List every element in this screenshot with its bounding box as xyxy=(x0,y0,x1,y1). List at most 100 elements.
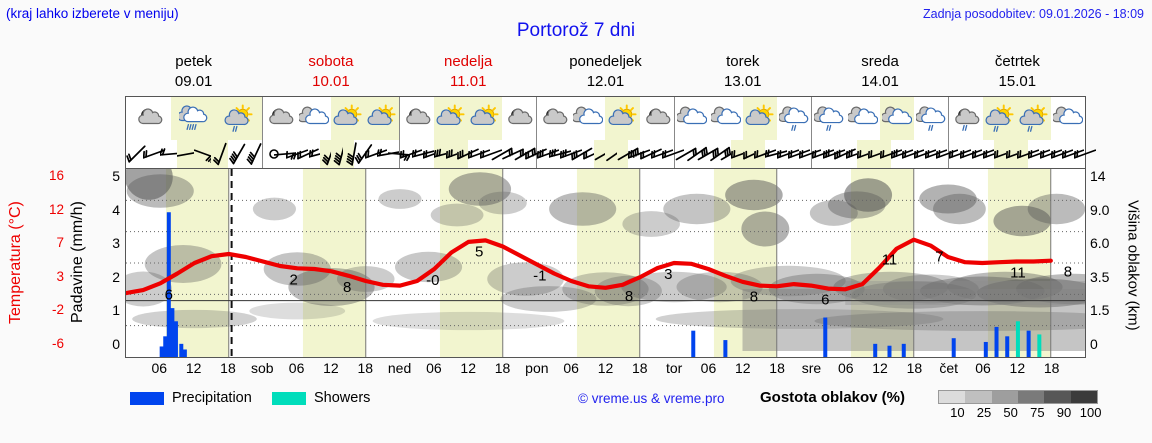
weather-icon-cloud xyxy=(675,97,709,140)
x-tick-06: 06 xyxy=(151,360,168,376)
temperature-axis-title: Temperatura (°C) xyxy=(7,201,24,324)
wind-barb xyxy=(823,140,846,168)
x-tick-06: 06 xyxy=(837,360,854,376)
menu-hint-text: (kraj lahko izberete v meniju) xyxy=(6,6,179,21)
wind-barb xyxy=(548,140,571,168)
daylight-band-3 xyxy=(576,169,640,357)
wind-barb xyxy=(491,140,513,168)
weather-icon-sun-cloud-drizzle xyxy=(216,97,263,140)
precip-bar xyxy=(163,336,168,357)
wind-barb xyxy=(662,140,685,168)
wind-barb xyxy=(560,140,583,168)
precipitation-tick-0: 5 xyxy=(112,168,120,184)
wind-barb xyxy=(331,140,346,168)
wind-barb xyxy=(1073,140,1096,168)
wind-barb xyxy=(639,140,662,168)
forecast-plot-svg: 6 2 8 -0 5 -1 8 3 8 6 11 7 11 8 xyxy=(126,169,1085,357)
precip-bar xyxy=(823,317,828,357)
wind-barb xyxy=(285,140,308,168)
wind-day-0 xyxy=(126,140,264,168)
wind-barb xyxy=(936,140,959,168)
wind-barb xyxy=(913,140,936,168)
wind-day-3 xyxy=(537,140,685,168)
day-name: ponedeljek xyxy=(569,53,642,70)
weather-icon-cloud-drizzle xyxy=(914,97,948,140)
precipitation-axis-ticks: 5 4 3 2 1 0 xyxy=(92,162,120,367)
wind-barb xyxy=(753,140,776,168)
x-tick-18: 18 xyxy=(1043,360,1060,376)
day-name: petek xyxy=(175,53,212,70)
wind-barb xyxy=(365,140,388,168)
wind-barb xyxy=(799,140,822,168)
x-tick-18: 18 xyxy=(220,360,236,376)
cloud-density-color-scale xyxy=(938,390,1098,404)
precip-bar xyxy=(170,308,175,357)
svg-text:8: 8 xyxy=(625,288,633,305)
temperature-tick-1: 12 xyxy=(48,201,64,217)
precip-bar xyxy=(179,343,184,357)
cloud-height-tick-1: 9.0 xyxy=(1090,201,1110,218)
wind-barb xyxy=(834,140,857,168)
precip-bar xyxy=(994,326,999,357)
wind-barb xyxy=(479,140,502,168)
x-tick-12: 12 xyxy=(734,360,751,376)
svg-text:8: 8 xyxy=(1064,264,1072,281)
day-header-2: nedelja 11.01 xyxy=(400,52,537,94)
wind-day-5 xyxy=(811,140,959,168)
precip-bar xyxy=(159,346,164,357)
precipitation-tick-1: 4 xyxy=(112,201,120,218)
weather-icon-cloud xyxy=(297,97,331,140)
temperature-axis-ticks: 16 12 7 3 -2 -6 xyxy=(30,162,64,367)
cloud-height-tick-4: 1.5 xyxy=(1090,302,1110,319)
wind-day-1 xyxy=(263,140,410,168)
day-header-0: petek 09.01 xyxy=(125,52,262,94)
temperature-curve xyxy=(126,237,1053,296)
day-header-3: ponedeljek 12.01 xyxy=(537,52,674,94)
x-tick-tor: tor xyxy=(665,360,683,376)
cloud-height-axis-title: Višina oblakov (km) xyxy=(1124,199,1142,331)
wind-barb xyxy=(434,140,457,168)
precipitation-tick-2: 3 xyxy=(112,235,120,252)
wind-barb xyxy=(902,140,925,168)
x-tick-18: 18 xyxy=(632,360,648,376)
wind-barb xyxy=(1062,140,1085,168)
wind-barb xyxy=(925,140,948,168)
svg-text:6: 6 xyxy=(821,292,829,309)
wind-day-6 xyxy=(948,140,1096,168)
x-tick-06: 06 xyxy=(426,360,442,376)
x-tick-06: 06 xyxy=(563,360,579,376)
wind-barb xyxy=(263,140,279,168)
wind-barb xyxy=(960,140,983,168)
x-tick-18: 18 xyxy=(494,360,511,376)
wind-barb xyxy=(845,140,868,168)
x-tick-12: 12 xyxy=(597,360,614,376)
weather-icon-cloud xyxy=(571,97,605,140)
cloud-density-step-25 xyxy=(965,391,992,403)
credit-link[interactable]: © vreme.us & vreme.pro xyxy=(578,391,725,406)
wind-barb xyxy=(891,140,914,168)
weather-icon-cloud xyxy=(879,97,914,140)
precipitation-axis-title: Padavine (mm/h) xyxy=(69,201,86,324)
wind-barb xyxy=(319,140,336,168)
svg-text:-0: -0 xyxy=(426,272,439,289)
wind-barb xyxy=(605,140,628,168)
wind-barb xyxy=(1039,140,1062,168)
day-header-4: torek 13.01 xyxy=(674,52,811,94)
showers-color-swatch xyxy=(272,391,306,405)
wind-barb xyxy=(571,140,593,168)
wind-barb xyxy=(228,140,246,168)
wind-barb xyxy=(160,140,183,168)
wind-barb xyxy=(308,140,331,168)
x-tick-18: 18 xyxy=(357,360,374,376)
x-tick-06: 06 xyxy=(700,360,717,376)
x-tick-06: 06 xyxy=(288,360,305,376)
precip-bar xyxy=(951,338,956,357)
wind-barb xyxy=(650,140,673,168)
weather-icon-sun-cloud-drizzle xyxy=(1016,97,1051,140)
cloud-height-tick-0: 14 xyxy=(1090,168,1106,184)
x-tick-12: 12 xyxy=(1009,360,1026,376)
page-title: Portorož 7 dni xyxy=(516,20,636,41)
cloud-density-scale-labels: 10 25 50 75 90 100 xyxy=(930,405,1110,421)
wind-barb xyxy=(879,140,902,168)
wind-barb xyxy=(788,140,810,168)
